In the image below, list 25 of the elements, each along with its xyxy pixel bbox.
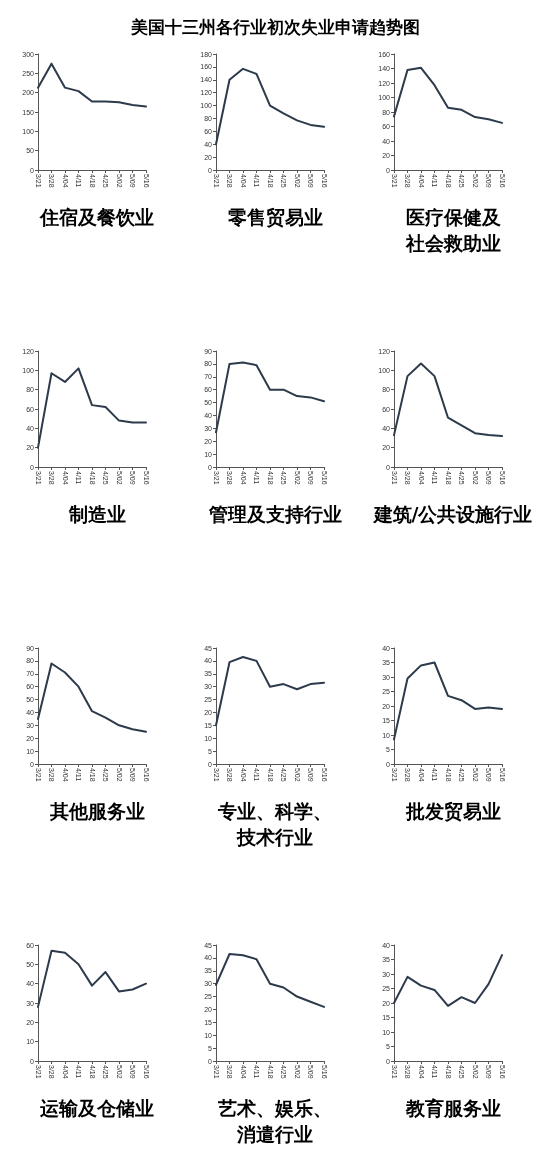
text: 教育服务业 bbox=[404, 1096, 502, 1121]
text: 零售贸易业 bbox=[226, 205, 324, 230]
line-series bbox=[393, 661, 503, 741]
text: 医疗保健及社会救助业 bbox=[404, 205, 502, 256]
line-series bbox=[393, 66, 503, 124]
line-series bbox=[37, 367, 147, 449]
text: 美国十三州各行业初次失业申请趋势图 bbox=[130, 15, 420, 39]
line-series bbox=[215, 361, 325, 434]
line-series bbox=[215, 656, 325, 727]
line-series bbox=[37, 949, 147, 1008]
line-series bbox=[37, 662, 147, 733]
line-series bbox=[37, 62, 147, 108]
line-series bbox=[393, 954, 503, 1007]
text: 运输及仓储业 bbox=[39, 1096, 155, 1121]
line-series bbox=[215, 953, 325, 1008]
line-series bbox=[215, 67, 325, 146]
text: 建筑/公共设施行业 bbox=[372, 502, 534, 527]
line-series bbox=[393, 362, 503, 438]
text: 专业、科学、技术行业 bbox=[217, 799, 333, 850]
text: 艺术、娱乐、消遣行业 bbox=[217, 1096, 333, 1147]
text: 其他服务业 bbox=[48, 799, 146, 824]
text: 管理及支持行业 bbox=[207, 502, 343, 527]
text: 制造业 bbox=[67, 502, 127, 527]
text: 批发贸易业 bbox=[404, 799, 502, 824]
text: 住宿及餐饮业 bbox=[38, 205, 155, 230]
